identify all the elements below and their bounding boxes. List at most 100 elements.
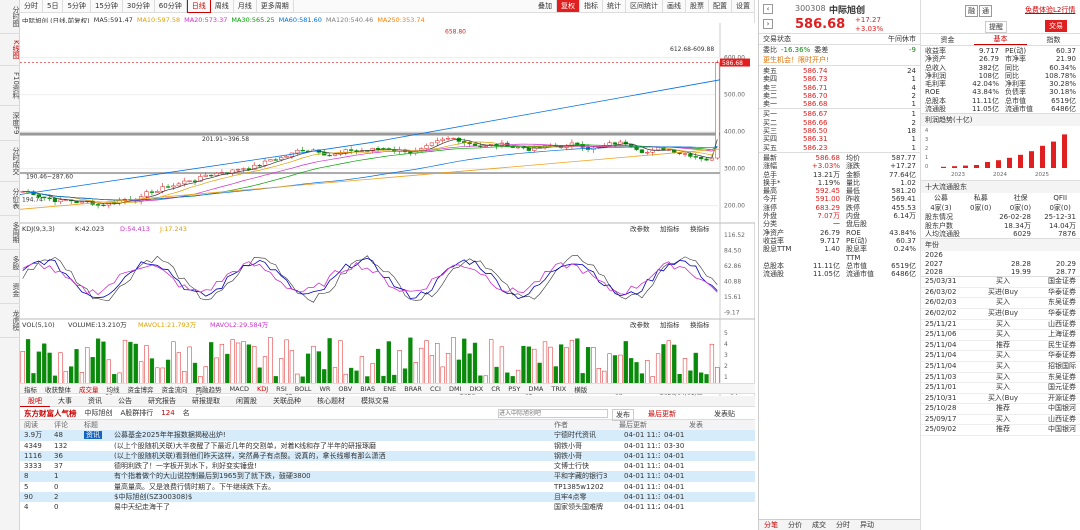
alert-button[interactable]: 提醒	[985, 21, 1007, 33]
news-row[interactable]: 3.9万 48 资讯 公募基金2025年年报数据揭秘出炉! 宁德时代资讯 04-01 11…	[20, 430, 755, 441]
news-tab-6[interactable]: 闲置股	[236, 397, 257, 405]
tool-button-0[interactable]: 叠加	[534, 0, 557, 12]
indicator-tab-2[interactable]: 成交量	[79, 385, 99, 394]
rating-row[interactable]: 25/11/03 买入 东吴证券	[921, 373, 1080, 384]
period-tab-1[interactable]: 5日	[43, 0, 64, 12]
tool-button-2[interactable]: 指标	[580, 0, 603, 12]
news-tab-2[interactable]: 资讯	[88, 397, 102, 405]
rating-row[interactable]: 25/11/21 买入 山西证券	[921, 320, 1080, 331]
fund-tab-1[interactable]: 基本	[974, 34, 1027, 45]
indicator-tab-10[interactable]: BOLL	[294, 384, 312, 393]
sidebar-item-9[interactable]: 龙虎榜	[0, 304, 20, 339]
chart-area[interactable]: 中际旭创 (日线,前复权) MA5:591.47 MA10:597.58 MA20:…	[20, 13, 755, 396]
sidebar-item-1[interactable]: K线图	[0, 34, 20, 66]
indicator-tab-12[interactable]: OBV	[338, 384, 353, 393]
publish-link[interactable]: 发表贴	[714, 410, 735, 418]
tool-button-1[interactable]: 复权	[557, 0, 580, 12]
news-tab-4[interactable]: 研究报告	[148, 397, 176, 405]
indicator-tab-18[interactable]: DKX	[469, 384, 484, 393]
period-tab-6[interactable]: 日线	[186, 0, 211, 13]
quote-tab-0[interactable]: 分笔	[764, 521, 778, 529]
sidebar-item-5[interactable]: 分价表	[0, 182, 20, 217]
settings-button[interactable]: 设置	[732, 0, 755, 12]
indicator-tab-22[interactable]: TRIX	[551, 384, 567, 393]
latest-link[interactable]: 最后更新	[648, 410, 676, 418]
quote-tab-tong[interactable]: 通	[979, 5, 992, 17]
promo-banner[interactable]: 更生机会！限时开户!	[763, 56, 829, 64]
trade-button[interactable]: 交易	[1045, 20, 1067, 32]
quote-tab-2[interactable]: 成交	[812, 521, 826, 529]
rating-row[interactable]: 25/11/04 推荐 民生证券	[921, 341, 1080, 352]
period-tab-9[interactable]: 更多周期	[257, 0, 294, 12]
indicator-tab-13[interactable]: BIAS	[360, 384, 376, 393]
news-tab-9[interactable]: 模拟交易	[361, 397, 389, 405]
period-tab-0[interactable]: 分时	[20, 0, 43, 12]
sidebar-item-7[interactable]: 多股	[0, 250, 20, 278]
indicator-tab-4[interactable]: 资金博弈	[127, 385, 154, 394]
indicator-tab-7[interactable]: MACD	[229, 384, 249, 393]
news-tab-1[interactable]: 大事	[58, 397, 72, 405]
tool-button-5[interactable]: 画线	[663, 0, 686, 12]
news-row[interactable]: 4349 132 (以上个股随机关联)大半夜醒了下最近几年的交割单，对着K线和存了半…	[20, 441, 755, 451]
post-button[interactable]: 发布	[612, 409, 634, 421]
indicator-tab-6[interactable]: 两融趋势	[195, 385, 222, 394]
indicator-tab-11[interactable]: WR	[319, 384, 331, 393]
news-tab-3[interactable]: 公告	[118, 397, 132, 405]
rating-row[interactable]: 25/03/31 买入 国金证券	[921, 277, 1080, 288]
indicator-tab-14[interactable]: ENE	[383, 384, 397, 393]
rating-row[interactable]: 26/02/03 买入 东吴证券	[921, 298, 1080, 309]
sidebar-item-3[interactable]: 深度F9	[0, 106, 20, 142]
indicator-tab-19[interactable]: CR	[491, 384, 501, 393]
rating-row[interactable]: 25/09/02 推荐 中国银河	[921, 425, 1080, 437]
tool-button-4[interactable]: 区间统计	[626, 0, 663, 12]
rating-row[interactable]: 25/11/06 买入 上海证券	[921, 330, 1080, 341]
indicator-tab-5[interactable]: 资金流向	[161, 385, 188, 394]
sidebar-item-8[interactable]: 资金	[0, 277, 20, 305]
sidebar-item-0[interactable]: 分时图	[0, 0, 20, 34]
news-tab-7[interactable]: 关联品种	[273, 397, 301, 405]
news-row[interactable]: 3333 37 德明利跌了！一字板开到水下，利好变实锤盘! 文博士行快 04-01 11…	[20, 461, 755, 471]
quote-tab-1[interactable]: 分价	[788, 521, 802, 529]
period-tab-8[interactable]: 月线	[234, 0, 257, 12]
indicator-tab-9[interactable]: RSI	[276, 384, 287, 393]
indicator-tab-20[interactable]: PSY	[508, 384, 521, 393]
period-tab-4[interactable]: 30分钟	[123, 0, 155, 12]
indicator-tab-16[interactable]: CCI	[429, 384, 441, 393]
rating-row[interactable]: 26/02/02 买进(Buy 华泰证券	[921, 309, 1080, 320]
rating-row[interactable]: 25/10/28 推荐 中国银河	[921, 404, 1080, 415]
tool-button-3[interactable]: 统计	[603, 0, 626, 12]
indicator-tab-0[interactable]: 指标	[24, 385, 37, 394]
chevron-left-icon[interactable]: ‹	[763, 4, 773, 14]
rating-row[interactable]: 25/11/01 买入 国元证券	[921, 383, 1080, 394]
news-row[interactable]: 4 0 易中天纪走海干了 国家领头国难牌 04-01 11:29 04-01	[20, 502, 755, 512]
period-tab-3[interactable]: 15分钟	[91, 0, 123, 12]
indicator-tab-15[interactable]: BRAR	[404, 384, 422, 393]
fund-tab-2[interactable]: 指数	[1046, 35, 1061, 44]
indicator-tab-1[interactable]: 收获整体	[45, 385, 71, 394]
fund-tab-0[interactable]: 资金	[940, 35, 955, 44]
news-tab-0[interactable]: 股吧	[20, 396, 50, 407]
quote-tab-rong[interactable]: 融	[965, 5, 978, 17]
chevron-right-icon[interactable]: ›	[763, 19, 773, 29]
news-row[interactable]: 8 1 有个指着做个的大山说控制最后到1965到了就下跌，鼓硬3800 平和字藏的银行…	[20, 471, 755, 482]
sidebar-item-4[interactable]: 分时成交	[0, 141, 20, 183]
quote-tab-4[interactable]: 异动	[860, 521, 874, 529]
quote-tab-3[interactable]: 分时	[836, 521, 850, 529]
news-tab-5[interactable]: 研报提取	[192, 397, 220, 405]
indicator-tab-21[interactable]: DMA	[528, 384, 544, 393]
rating-row[interactable]: 25/11/04 买入 招银国际	[921, 362, 1080, 373]
kline-svg[interactable]: 600.00 500.00 400.00 300.00 200.00 586.68 658.…	[20, 23, 755, 396]
news-row[interactable]: 5 0 量高量高。又是浪费行情时期了。下午继续跌下去。 TP1385w1202 04-0…	[20, 482, 755, 492]
free-l2-link[interactable]: 免费体验L2行情	[1025, 6, 1076, 14]
rating-row[interactable]: 25/09/17 买入 山西证券	[921, 415, 1080, 426]
news-tab-8[interactable]: 核心题材	[317, 397, 345, 405]
news-row[interactable]: 1116 36 (以上个股随机关联)看到他们昨天这样，突然鼻子有点酸。说真的，拿长线…	[20, 450, 755, 462]
sidebar-item-2[interactable]: F10资料	[0, 66, 20, 106]
period-tab-2[interactable]: 5分钟	[63, 0, 91, 12]
period-tab-5[interactable]: 60分钟	[155, 0, 187, 12]
indicator-tab-8[interactable]: KDJ	[256, 384, 269, 393]
tool-button-6[interactable]: 股票	[686, 0, 709, 12]
news-row[interactable]: 90 2 $中际旭创(SZ300308)$ 且牢4点零 04-01 11:31 04-01	[20, 492, 755, 503]
rating-row[interactable]: 25/10/31 买入(Buy 开源证券	[921, 394, 1080, 405]
indicator-tab-23[interactable]: 横版	[574, 385, 588, 394]
